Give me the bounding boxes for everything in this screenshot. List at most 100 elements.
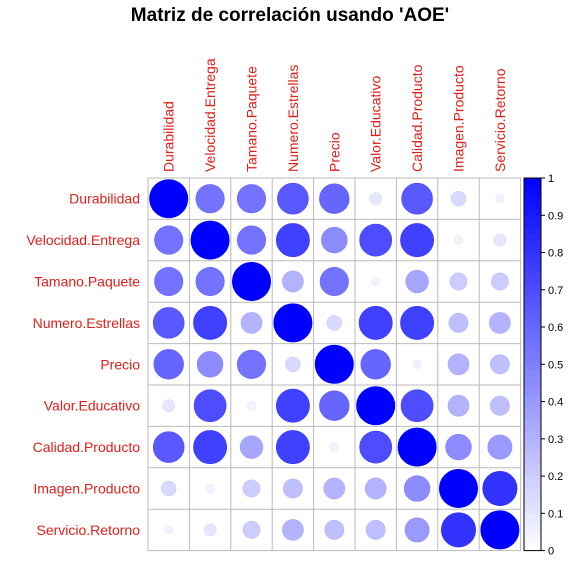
colorbar-segment <box>524 190 541 198</box>
correlation-cell-Imagen.Producto-Precio <box>323 477 346 500</box>
correlation-cell-Velocidad.Entrega-Durabilidad <box>154 225 184 255</box>
colorbar-segment <box>524 507 541 514</box>
colorbar-segment <box>524 351 541 359</box>
correlation-cell-Calidad.Producto-Precio <box>329 442 339 452</box>
colorbar-segment <box>524 482 541 490</box>
colorbar-segment <box>524 339 541 347</box>
colorbar-segment <box>524 382 541 390</box>
row-label-Velocidad.Entrega: Velocidad.Entrega <box>26 232 140 248</box>
correlation-cell-Precio-Durabilidad <box>153 349 184 380</box>
colorbar-segment <box>524 252 541 260</box>
colorbar-segment <box>524 544 541 552</box>
correlation-cell-Precio-Velocidad.Entrega <box>196 351 224 378</box>
row-label-Precio: Precio <box>100 356 140 372</box>
correlation-cell-Calidad.Producto-Imagen.Producto <box>445 433 472 461</box>
correlation-cell-Imagen.Producto-Velocidad.Entrega <box>205 483 215 494</box>
row-label-Valor.Educativo: Valor.Educativo <box>44 398 140 414</box>
colorbar-segment <box>524 488 541 496</box>
colorbar-tick-label: 0.8 <box>548 248 563 260</box>
correlation-cell-Durabilidad-Velocidad.Entrega <box>195 184 225 214</box>
correlation-cell-Precio-Calidad.Producto <box>412 359 422 369</box>
correlation-cell-Precio-Imagen.Producto <box>447 353 470 376</box>
correlation-cell-Durabilidad-Valor.Educativo <box>369 192 383 206</box>
row-label-Calidad.Producto: Calidad.Producto <box>33 439 141 455</box>
row-label-Imagen.Producto: Imagen.Producto <box>33 481 140 497</box>
correlation-cell-Calidad.Producto-Tamano.Paquete <box>239 435 264 459</box>
colorbar-segment <box>524 258 541 266</box>
correlation-cell-Numero.Estrellas-Servicio.Retorno <box>489 312 511 334</box>
correlation-cell-Valor.Educativo-Durabilidad <box>162 399 176 413</box>
correlation-cell-Imagen.Producto-Imagen.Producto <box>438 468 478 508</box>
colorbar-segment <box>524 221 541 229</box>
correlation-cell-Calidad.Producto-Numero.Estrellas <box>275 430 310 465</box>
colorbar-tick-label: 0 <box>548 546 554 558</box>
correlation-cell-Valor.Educativo-Velocidad.Entrega <box>193 389 227 423</box>
colorbar-segment <box>524 264 541 272</box>
colorbar-segment <box>524 215 541 223</box>
column-label-Imagen.Producto: Imagen.Producto <box>451 65 467 172</box>
colorbar-tick-label: 0.2 <box>548 471 563 483</box>
correlation-cell-Velocidad.Entrega-Imagen.Producto <box>453 235 464 245</box>
correlation-cell-Imagen.Producto-Tamano.Paquete <box>242 479 261 498</box>
column-label-Servicio.Retorno: Servicio.Retorno <box>492 68 508 172</box>
correlation-cell-Velocidad.Entrega-Numero.Estrellas <box>275 223 310 258</box>
correlation-cell-Velocidad.Entrega-Tamano.Paquete <box>236 225 267 255</box>
column-label-Numero.Estrellas: Numero.Estrellas <box>285 65 301 172</box>
correlation-cell-Tamano.Paquete-Valor.Educativo <box>371 276 381 287</box>
correlation-cell-Imagen.Producto-Numero.Estrellas <box>282 478 303 499</box>
correlation-cell-Velocidad.Entrega-Valor.Educativo <box>359 223 393 257</box>
colorbar-segment <box>524 457 541 465</box>
colorbar-segment <box>524 407 541 415</box>
correlation-cell-Valor.Educativo-Calidad.Producto <box>400 389 434 423</box>
row-label-Durabilidad: Durabilidad <box>69 191 140 207</box>
colorbar-segment <box>524 209 541 216</box>
correlation-cell-Tamano.Paquete-Precio <box>319 266 349 297</box>
correlation-cell-Precio-Servicio.Retorno <box>489 354 510 375</box>
colorbar-segment <box>524 364 541 372</box>
colorbar-segment <box>524 432 541 440</box>
colorbar-segment <box>524 463 541 471</box>
colorbar-segment <box>524 494 541 502</box>
column-label-Durabilidad: Durabilidad <box>161 101 177 172</box>
correlation-cell-Tamano.Paquete-Tamano.Paquete <box>232 261 272 301</box>
correlation-cell-Calidad.Producto-Valor.Educativo <box>359 430 393 464</box>
colorbar-segment <box>524 513 541 521</box>
correlation-cell-Servicio.Retorno-Valor.Educativo <box>365 520 386 540</box>
correlation-cell-Velocidad.Entrega-Calidad.Producto <box>400 223 435 258</box>
correlation-cell-Servicio.Retorno-Servicio.Retorno <box>480 510 520 550</box>
colorbar-tick-label: 0.6 <box>548 322 563 334</box>
colorbar-tick-label: 0.5 <box>548 359 563 371</box>
colorbar-tick-label: 0.4 <box>548 397 563 409</box>
correlation-cell-Tamano.Paquete-Calidad.Producto <box>405 269 429 294</box>
colorbar-segment <box>524 196 541 204</box>
correlation-cell-Numero.Estrellas-Velocidad.Entrega <box>193 305 228 340</box>
column-label-Calidad.Producto: Calidad.Producto <box>409 64 425 172</box>
colorbar-segment <box>524 395 541 403</box>
correlation-cell-Tamano.Paquete-Velocidad.Entrega <box>195 266 225 297</box>
correlation-cell-Imagen.Producto-Durabilidad <box>160 480 177 497</box>
correlation-cell-Tamano.Paquete-Servicio.Retorno <box>491 272 509 291</box>
correlation-cell-Tamano.Paquete-Durabilidad <box>154 266 184 297</box>
correlation-cell-Numero.Estrellas-Calidad.Producto <box>400 305 435 340</box>
correlation-cell-Precio-Tamano.Paquete <box>236 349 267 379</box>
correlation-cell-Valor.Educativo-Servicio.Retorno <box>489 395 510 416</box>
correlation-cell-Durabilidad-Tamano.Paquete <box>236 184 267 214</box>
correlation-circles <box>149 179 520 550</box>
colorbar-segment <box>524 227 541 235</box>
correlation-cell-Servicio.Retorno-Velocidad.Entrega <box>203 523 217 537</box>
correlation-cell-Valor.Educativo-Tamano.Paquete <box>246 401 257 411</box>
correlation-cell-Servicio.Retorno-Tamano.Paquete <box>242 521 261 539</box>
colorbar-segment <box>524 295 541 303</box>
correlation-cell-Durabilidad-Durabilidad <box>149 179 189 219</box>
grid-border <box>147 177 522 552</box>
column-label-Valor.Educativo: Valor.Educativo <box>368 76 384 172</box>
correlation-cell-Velocidad.Entrega-Servicio.Retorno <box>493 233 507 247</box>
colorbar-segment <box>524 401 541 409</box>
column-label-Precio: Precio <box>326 132 342 172</box>
correlation-cell-Servicio.Retorno-Imagen.Producto <box>441 512 476 548</box>
colorbar-segment <box>524 178 541 185</box>
colorbar-segment <box>524 240 541 247</box>
colorbar-segment <box>524 413 541 421</box>
correlation-cell-Numero.Estrellas-Durabilidad <box>152 307 185 339</box>
colorbar-segment <box>524 525 541 533</box>
